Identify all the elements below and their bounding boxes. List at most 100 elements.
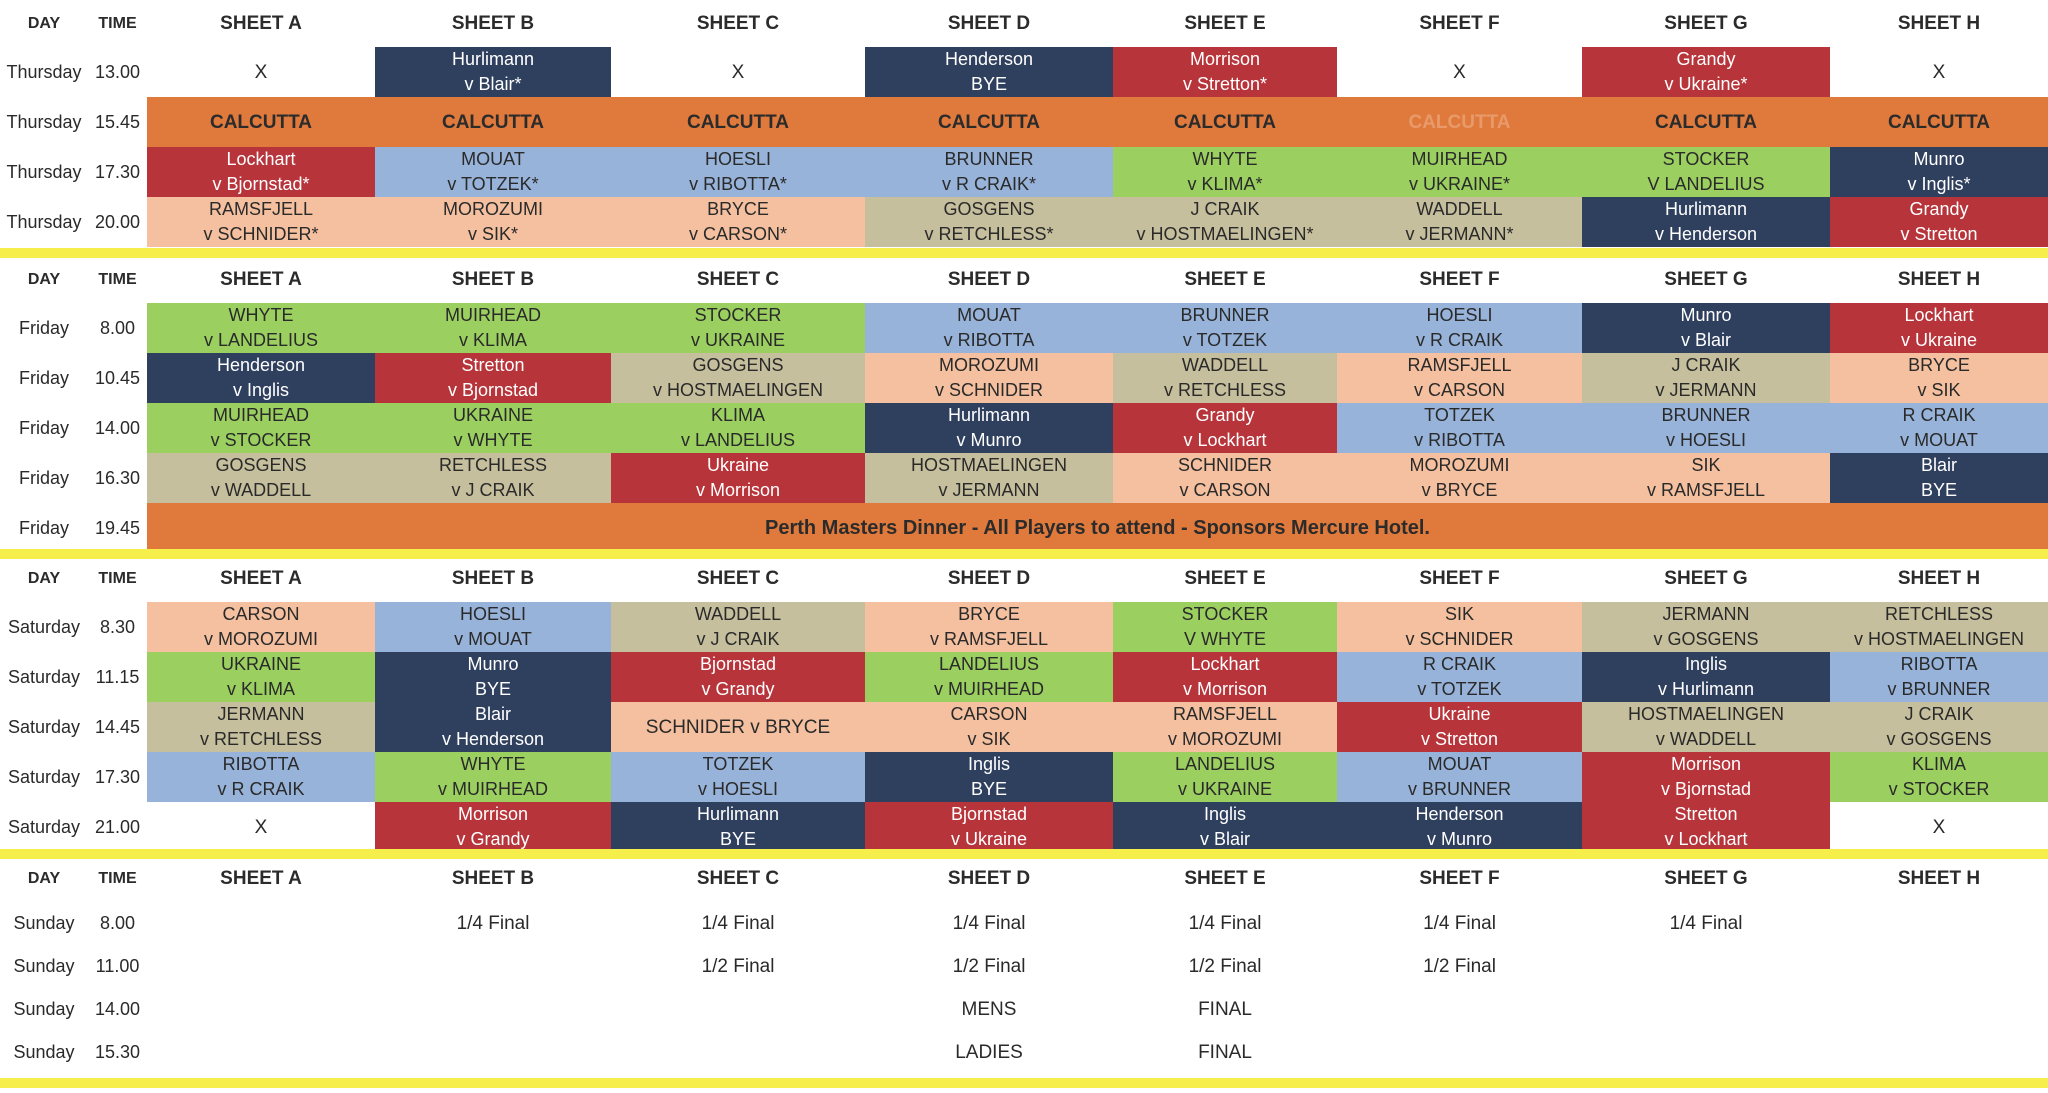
team-name: MOROZUMI — [939, 355, 1039, 375]
sheet-header: SHEET E — [1184, 268, 1266, 290]
team-name: Blair — [1920, 455, 1957, 475]
time-label: 8.00 — [99, 913, 136, 933]
opponent-name: v CARSON — [1179, 480, 1271, 500]
sheet-header: SHEET E — [1184, 567, 1266, 589]
team-name: Morrison — [457, 804, 528, 824]
match-cell: X — [147, 802, 375, 852]
match-cell: SCHNIDER v BRYCE — [611, 702, 865, 752]
sheet-header: SHEET D — [947, 567, 1031, 589]
opponent-name: v KLIMA* — [1187, 174, 1263, 194]
team-name: MOUAT — [957, 305, 1021, 325]
team-name: RIBOTTA — [1900, 654, 1978, 674]
match-cell: CALCUTTA — [1113, 97, 1337, 147]
team-name: R CRAIK — [1902, 405, 1976, 425]
match-cell: J CRAIK v GOSGENS — [1830, 702, 2048, 752]
opponent-name: v TOTZEK — [1182, 330, 1268, 350]
team-name: HOSTMAELINGEN — [910, 455, 1068, 475]
match-cell: Bjornstad v Grandy — [611, 652, 865, 702]
sheet-header: SHEET H — [1897, 12, 1981, 34]
opponent-name: v HOESLI — [697, 779, 779, 799]
team-name: HOESLI — [1426, 305, 1493, 325]
match-cell: FINAL — [1113, 1031, 1337, 1074]
time-label: 14.00 — [94, 417, 141, 438]
match-cell: CALCUTTA — [1337, 97, 1582, 147]
day-header: DAY — [27, 869, 61, 887]
sheet-header: SHEET G — [1664, 12, 1748, 34]
match-cell: X — [611, 47, 865, 97]
team-name: Munro — [467, 654, 519, 674]
time-label: 15.45 — [94, 111, 141, 132]
time-label: 14.45 — [94, 716, 141, 737]
team-name: BRYCE — [707, 199, 769, 219]
opponent-name: v MOUAT — [1900, 430, 1978, 450]
section-separator — [0, 1078, 2048, 1088]
opponent-name: v Lockhart — [1183, 430, 1267, 450]
match-cell: Inglis BYE — [865, 752, 1113, 802]
opponent-name: V LANDELIUS — [1647, 174, 1765, 194]
match-cell: UKRAINE v KLIMA — [147, 652, 375, 702]
match-cell: 1/4 Final — [1582, 902, 1830, 945]
opponent-name: v RIBOTTA — [1414, 430, 1505, 450]
opponent-name: v MOROZUMI — [1168, 729, 1282, 749]
day-label: Friday — [18, 317, 69, 338]
match-cell: Inglis v Hurlimann — [1582, 652, 1830, 702]
match-cell: Morrison v Grandy — [375, 802, 611, 852]
match-cell: STOCKER V LANDELIUS — [1582, 147, 1830, 197]
team-name: WADDELL — [1181, 355, 1269, 375]
match-cell: Inglis v Blair — [1113, 802, 1337, 852]
match-cell — [611, 1031, 865, 1074]
team-name: UKRAINE — [452, 405, 533, 425]
team-name: R CRAIK — [1422, 654, 1496, 674]
match-cell — [147, 1031, 375, 1074]
team-name: Morrison — [1189, 49, 1260, 69]
match-cell: Munro v Inglis* — [1830, 147, 2048, 197]
match-cell: Henderson v Inglis — [147, 353, 375, 403]
team-name: TOTZEK — [1424, 405, 1495, 425]
match-cell: RAMSFJELL v SCHNIDER* — [147, 197, 375, 247]
team-name: 1/2 Final — [1188, 956, 1262, 977]
team-name: BRYCE — [1908, 355, 1970, 375]
team-name: MOUAT — [1427, 754, 1492, 774]
sheet-header: SHEET D — [947, 867, 1031, 889]
match-cell: Ukraine v Morrison — [611, 453, 865, 503]
team-name: MOROZUMI — [443, 199, 543, 219]
match-cell: CALCUTTA — [1582, 97, 1830, 147]
opponent-name: v Henderson — [1654, 224, 1758, 244]
match-cell — [1830, 1031, 2048, 1074]
team-name: SIK — [1444, 604, 1474, 624]
opponent-name: v UKRAINE* — [1408, 174, 1511, 194]
match-cell: WHYTE v LANDELIUS — [147, 303, 375, 353]
match-cell: HOESLI v MOUAT — [375, 602, 611, 652]
opponent-name: v SIK — [967, 729, 1011, 749]
opponent-name: v J CRAIK — [696, 629, 780, 649]
sheet-header: SHEET G — [1664, 268, 1748, 290]
sheet-header: SHEET H — [1897, 268, 1981, 290]
opponent-name: v GOSGENS — [1886, 729, 1992, 749]
sheet-header: SHEET A — [220, 12, 302, 34]
opponent-name: v HOSTMAELINGEN* — [1136, 224, 1314, 244]
opponent-name: v RIBOTTA — [943, 330, 1035, 350]
match-cell: R CRAIK v TOTZEK — [1337, 652, 1582, 702]
team-name: J CRAIK — [1904, 704, 1974, 724]
day-header: DAY — [27, 569, 61, 587]
match-cell: Morrison v Bjornstad — [1582, 752, 1830, 802]
sheet-header: SHEET C — [696, 567, 780, 589]
team-name: Henderson — [216, 355, 306, 375]
match-cell — [375, 945, 611, 988]
match-cell: BRYCE v SIK — [1830, 353, 2048, 403]
section-separator — [0, 549, 2048, 559]
team-name: FINAL — [1198, 1042, 1252, 1063]
opponent-name: v UKRAINE — [690, 330, 786, 350]
time-label: 14.00 — [94, 999, 141, 1019]
match-cell: BRYCE v CARSON* — [611, 197, 865, 247]
sheet-header: SHEET F — [1419, 268, 1500, 290]
match-cell: WADDELL v RETCHLESS — [1113, 353, 1337, 403]
match-cell — [1830, 902, 2048, 945]
team-name: Bjornstad — [699, 654, 777, 674]
team-name: CARSON — [222, 604, 300, 624]
team-name: Bjornstad — [950, 804, 1028, 824]
team-name: MENS — [961, 999, 1017, 1020]
team-name: CALCUTTA — [1654, 111, 1757, 133]
team-name: Hurlimann — [1664, 199, 1748, 219]
team-name: WHYTE — [228, 305, 294, 325]
